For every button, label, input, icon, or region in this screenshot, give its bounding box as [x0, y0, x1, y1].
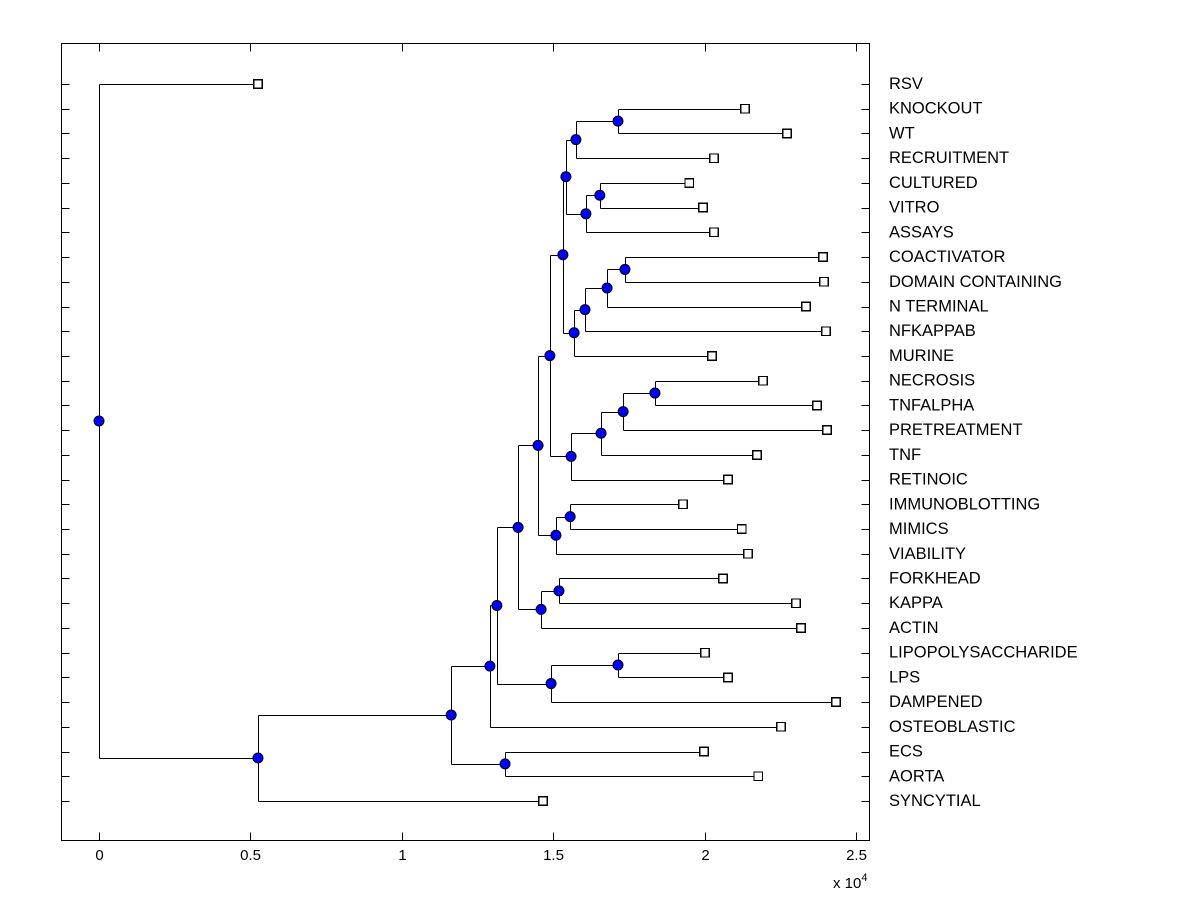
leaf-label: TNF [889, 446, 921, 464]
x-axis-tick-label: 1 [398, 847, 406, 864]
leaf-marker[interactable] [699, 746, 709, 757]
leaf-label: VITRO [889, 199, 940, 217]
leaf-marker[interactable] [538, 796, 548, 806]
leaf-label: COACTIVATOR [889, 248, 1006, 266]
leaf-label: LPS [889, 668, 920, 686]
branch-node-marker[interactable] [532, 439, 544, 451]
branch-node-marker[interactable] [579, 304, 591, 316]
leaf-marker[interactable] [758, 375, 768, 386]
branch-node-marker[interactable] [499, 758, 511, 770]
branch-node-marker[interactable] [553, 585, 565, 597]
branch-node-marker[interactable] [565, 450, 577, 462]
branch-node-marker[interactable] [557, 249, 569, 261]
branch-node-marker[interactable] [617, 406, 629, 418]
leaf-label: DOMAIN CONTAINING [889, 273, 1062, 291]
leaf-marker[interactable] [776, 721, 786, 732]
leaf-marker[interactable] [700, 647, 710, 658]
leaf-marker[interactable] [739, 103, 750, 114]
branch-node-marker[interactable] [570, 134, 582, 146]
branch-node-marker[interactable] [545, 678, 557, 690]
leaf-label: MURINE [889, 347, 954, 365]
leaf-marker[interactable] [822, 425, 832, 436]
branch-node-marker[interactable] [445, 709, 457, 721]
leaf-label: KAPPA [889, 594, 943, 612]
leaf-label: ECS [889, 743, 923, 761]
leaf-label: MIMICS [889, 520, 949, 538]
x-axis-tick-label: 0.5 [240, 847, 261, 864]
leaf-marker[interactable] [812, 400, 822, 411]
leaf-label: RSV [889, 75, 923, 93]
leaf-marker[interactable] [753, 771, 764, 782]
branch-node-marker[interactable] [601, 282, 613, 294]
leaf-label: NECROSIS [889, 372, 975, 390]
leaf-marker[interactable] [818, 252, 828, 262]
leaf-label: LIPOPOLYSACCHARIDE [889, 644, 1078, 662]
leaf-label: VIABILITY [889, 545, 966, 563]
leaf-marker[interactable] [718, 573, 728, 584]
leaf-marker[interactable] [678, 499, 689, 510]
leaf-label: RECRUITMENT [889, 149, 1009, 167]
leaf-marker[interactable] [795, 623, 806, 633]
leaf-label: N TERMINAL [889, 298, 989, 316]
branch-node-marker[interactable] [619, 263, 631, 275]
leaf-label: NFKAPPAB [889, 322, 976, 340]
leaf-label: WT [889, 124, 915, 142]
leaf-marker[interactable] [782, 128, 792, 139]
leaf-label: ACTIN [889, 619, 939, 637]
branch-node-marker[interactable] [568, 327, 580, 339]
branch-node-marker[interactable] [535, 603, 547, 615]
leaf-marker[interactable] [709, 153, 719, 164]
branch-node-marker[interactable] [544, 350, 556, 362]
x-axis-tick-label: 1.5 [543, 847, 564, 864]
leaf-label: DAMPENED [889, 693, 983, 711]
branch-node-marker[interactable] [560, 171, 572, 183]
axes-box [61, 43, 870, 841]
leaf-marker[interactable] [723, 474, 733, 485]
leaf-marker[interactable] [819, 276, 829, 287]
leaf-label: RETINOIC [889, 471, 968, 489]
leaf-marker[interactable] [706, 351, 717, 361]
leaf-label: FORKHEAD [889, 569, 981, 587]
axis-multiplier-label: x 104 [833, 872, 867, 892]
leaf-label: ASSAYS [889, 223, 954, 241]
leaf-label: OSTEOBLASTIC [889, 718, 1016, 736]
leaf-marker[interactable] [801, 301, 811, 312]
branch-node-marker[interactable] [484, 660, 496, 672]
branch-node-marker[interactable] [595, 427, 607, 439]
leaf-marker[interactable] [743, 548, 753, 559]
leaf-marker[interactable] [831, 697, 841, 707]
branch-node-marker[interactable] [564, 511, 576, 523]
leaf-label: SYNCYTIAL [889, 792, 981, 810]
leaf-marker[interactable] [821, 326, 831, 337]
branch-node-marker[interactable] [512, 521, 524, 533]
branch-node-marker[interactable] [491, 599, 503, 611]
leaf-label: KNOCKOUT [889, 100, 983, 118]
branch-node-marker[interactable] [612, 115, 624, 127]
x-axis-tick-label: 2 [701, 847, 709, 864]
leaf-label: CULTURED [889, 174, 978, 192]
leaf-marker[interactable] [791, 598, 801, 609]
branch-node-marker[interactable] [93, 415, 105, 427]
leaf-label: PRETREATMENT [889, 421, 1023, 439]
leaf-label: IMMUNOBLOTTING [889, 495, 1040, 513]
leaf-label: AORTA [889, 767, 944, 785]
leaf-marker[interactable] [698, 202, 708, 213]
leaf-marker[interactable] [752, 449, 762, 460]
leaf-marker[interactable] [253, 79, 263, 89]
branch-node-marker[interactable] [550, 529, 562, 541]
branch-node-marker[interactable] [594, 189, 606, 201]
branch-node-marker[interactable] [580, 208, 592, 220]
leaf-marker[interactable] [684, 177, 695, 188]
x-axis-tick-label: 2.5 [846, 847, 867, 864]
branch-node-marker[interactable] [649, 387, 661, 399]
leaf-label: TNFALPHA [889, 396, 974, 414]
branch-node-marker[interactable] [252, 752, 264, 764]
leaf-marker[interactable] [709, 227, 719, 238]
branch-node-marker[interactable] [612, 659, 624, 671]
x-axis-tick-label: 0 [95, 847, 103, 864]
leaf-marker[interactable] [723, 672, 733, 683]
leaf-marker[interactable] [736, 524, 747, 534]
